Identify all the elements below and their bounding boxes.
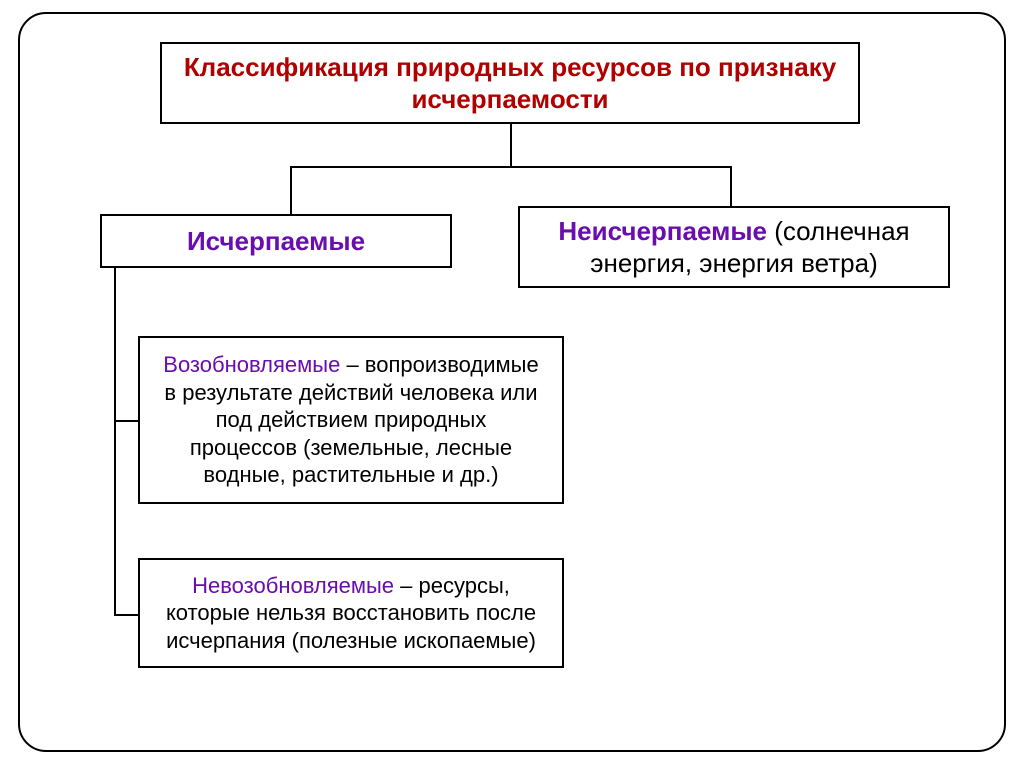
child2-line3: исчерпания (полезные ископаемые)	[166, 627, 536, 655]
child1-rest1: – вопроизводимые	[340, 352, 538, 377]
left-box: Исчерпаемые	[100, 214, 452, 268]
child1-line2: в результате действий человека или	[164, 379, 537, 407]
root-box: Классификация природных ресурсов по приз…	[160, 42, 860, 124]
right-box: Неисчерпаемые (солнечная энергия, энерги…	[518, 206, 950, 288]
child1-line5: водные, растительные и др.)	[203, 461, 498, 489]
root-line1: Классификация природных ресурсов по приз…	[184, 51, 836, 84]
child1-line4: процессов (земельные, лесные	[190, 434, 512, 462]
conn-spur2	[114, 614, 138, 616]
conn-branch-h	[290, 166, 730, 168]
right-heading: Неисчерпаемые	[558, 216, 767, 246]
child2-line2: которые нельзя восстановить после	[166, 599, 536, 627]
right-rest: (солнечная	[767, 216, 910, 246]
conn-branch-left	[290, 166, 292, 214]
child2-rest1: – ресурсы,	[394, 573, 510, 598]
child1-heading: Возобновляемые	[163, 352, 340, 377]
child2-line1: Невозобновляемые – ресурсы,	[192, 572, 510, 600]
child2-heading: Невозобновляемые	[192, 573, 394, 598]
child1-line1: Возобновляемые – вопроизводимые	[163, 351, 538, 379]
child2-box: Невозобновляемые – ресурсы, которые нель…	[138, 558, 564, 668]
right-line2: энергия, энергия ветра)	[590, 247, 878, 280]
left-heading: Исчерпаемые	[187, 225, 365, 258]
right-line1: Неисчерпаемые (солнечная	[558, 215, 909, 248]
conn-branch-right	[730, 166, 732, 206]
root-line2: исчерпаемости	[411, 83, 608, 116]
child1-box: Возобновляемые – вопроизводимые в резуль…	[138, 336, 564, 504]
child1-line3: под действием природных	[216, 406, 487, 434]
conn-spur1	[114, 420, 138, 422]
conn-root-down	[510, 124, 512, 166]
conn-left-trunk	[114, 268, 116, 616]
